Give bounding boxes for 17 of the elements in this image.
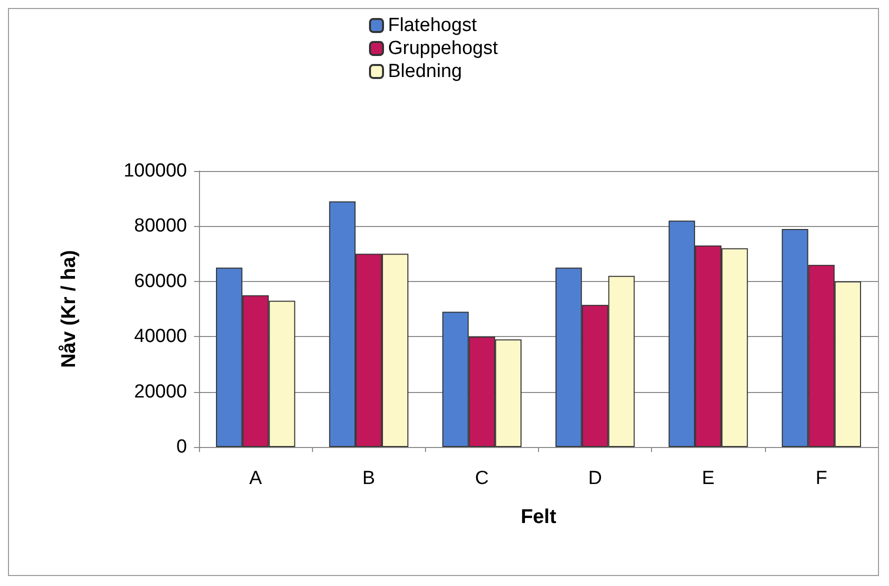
y-tick-label: 0 (176, 436, 187, 458)
x-tick-label: F (816, 468, 828, 489)
y-axis-title: Nåv (Kr / ha) (58, 250, 80, 368)
x-tick-label: D (588, 468, 602, 489)
legend-label: Bledning (388, 61, 462, 82)
y-tick-label: 20000 (134, 381, 187, 402)
legend-label: Flatehogst (388, 15, 478, 36)
x-axis-title: Felt (520, 506, 557, 528)
y-tick-label: 40000 (134, 326, 187, 348)
x-tick-label: C (475, 468, 489, 489)
y-tick-label: 60000 (134, 270, 187, 292)
y-tick-label: 100000 (124, 160, 187, 182)
legend-label: Gruppehogst (388, 38, 499, 59)
x-tick-label: A (249, 468, 262, 489)
x-tick-label: E (702, 468, 715, 489)
x-tick-label: B (362, 468, 376, 489)
y-tick-label: 80000 (134, 216, 187, 237)
